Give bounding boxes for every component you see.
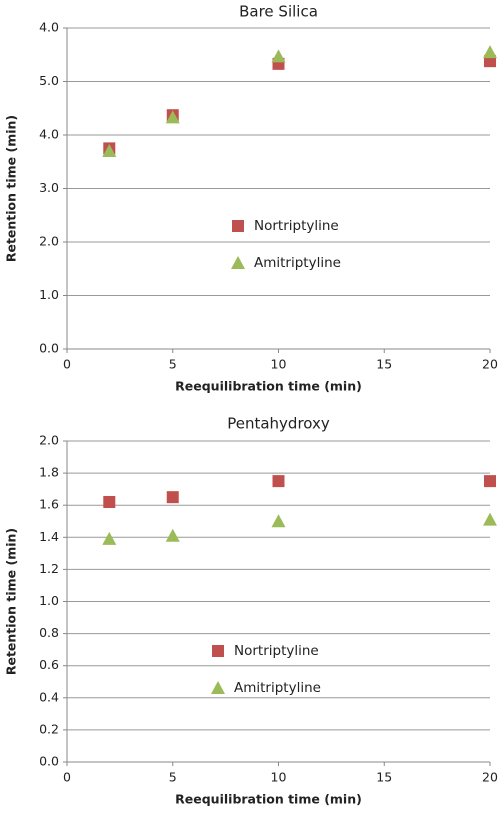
- y-tick-label: 1.0: [39, 287, 59, 302]
- x-tick-label: 0: [63, 770, 71, 785]
- x-tick-label: 20: [482, 770, 498, 785]
- y-tick-label: 0.6: [39, 657, 59, 672]
- x-tick-label: 5: [169, 770, 177, 785]
- x-axis-label: Reequilibration time (min): [175, 379, 362, 394]
- marker: [102, 144, 117, 158]
- x-tick-label: 15: [376, 357, 392, 372]
- marker: [484, 475, 496, 488]
- x-tick-label: 5: [169, 357, 177, 372]
- x-tick-label: 10: [271, 357, 287, 372]
- y-tick-label: 4.0: [39, 20, 59, 35]
- x-tick-label: 0: [63, 357, 71, 372]
- marker: [166, 491, 179, 504]
- x-tick-label: 15: [376, 770, 392, 785]
- y-tick-label: 1.4: [39, 529, 59, 544]
- y-tick-label: 0.4: [39, 689, 59, 704]
- legend-marker: [231, 256, 245, 269]
- chart-title: Bare Silica: [239, 3, 318, 21]
- legend-marker: [212, 645, 224, 657]
- marker: [165, 110, 180, 124]
- marker: [271, 49, 286, 63]
- chart-title: Pentahydroxy: [227, 415, 330, 433]
- legend-marker: [211, 681, 225, 694]
- marker: [272, 475, 285, 488]
- y-tick-label: 3.0: [39, 180, 59, 195]
- x-tick-label: 10: [271, 770, 287, 785]
- legend-marker: [232, 220, 244, 232]
- y-tick-label: 2.0: [39, 433, 59, 448]
- x-axis-label: Reequilibration time (min): [175, 792, 362, 807]
- y-axis-label: Retention time (min): [4, 115, 19, 262]
- y-tick-label: 1.2: [39, 561, 59, 576]
- y-tick-label: 0.0: [39, 341, 59, 356]
- marker: [483, 512, 497, 526]
- y-tick-label: 1.6: [39, 497, 59, 512]
- y-axis-label: Retention time (min): [4, 528, 19, 675]
- marker: [102, 531, 117, 545]
- y-tick-label: 2.0: [39, 234, 59, 249]
- legend-label: Nortriptyline: [254, 218, 339, 234]
- marker: [103, 495, 116, 508]
- marker: [484, 55, 496, 68]
- y-tick-label: 0.2: [39, 721, 59, 736]
- legend-label: Nortriptyline: [234, 643, 319, 659]
- marker: [483, 45, 497, 59]
- legend-label: Amitriptyline: [254, 255, 341, 271]
- y-tick-label: 5.0: [39, 73, 59, 88]
- y-tick-label: 1.8: [39, 465, 59, 480]
- chart: Bare Silica 0.0 1.0 2.0 3.0 4.0 5.0 4.0 0 5 10 15 20…: [4, 3, 498, 394]
- y-tick-label: 4.0: [39, 127, 59, 142]
- y-tick-label: 1.0: [39, 593, 59, 608]
- y-tick-label: 0.8: [39, 625, 59, 640]
- x-tick-label: 20: [482, 357, 498, 372]
- chart: Pentahydroxy 0.0 0.2 0.4 0.6 0.8 1.0 1.2 1.4 1.6 1…: [4, 415, 498, 807]
- legend-label: Amitriptyline: [234, 680, 321, 696]
- marker: [271, 514, 286, 528]
- marker: [165, 528, 180, 542]
- y-tick-label: 0.0: [39, 754, 59, 769]
